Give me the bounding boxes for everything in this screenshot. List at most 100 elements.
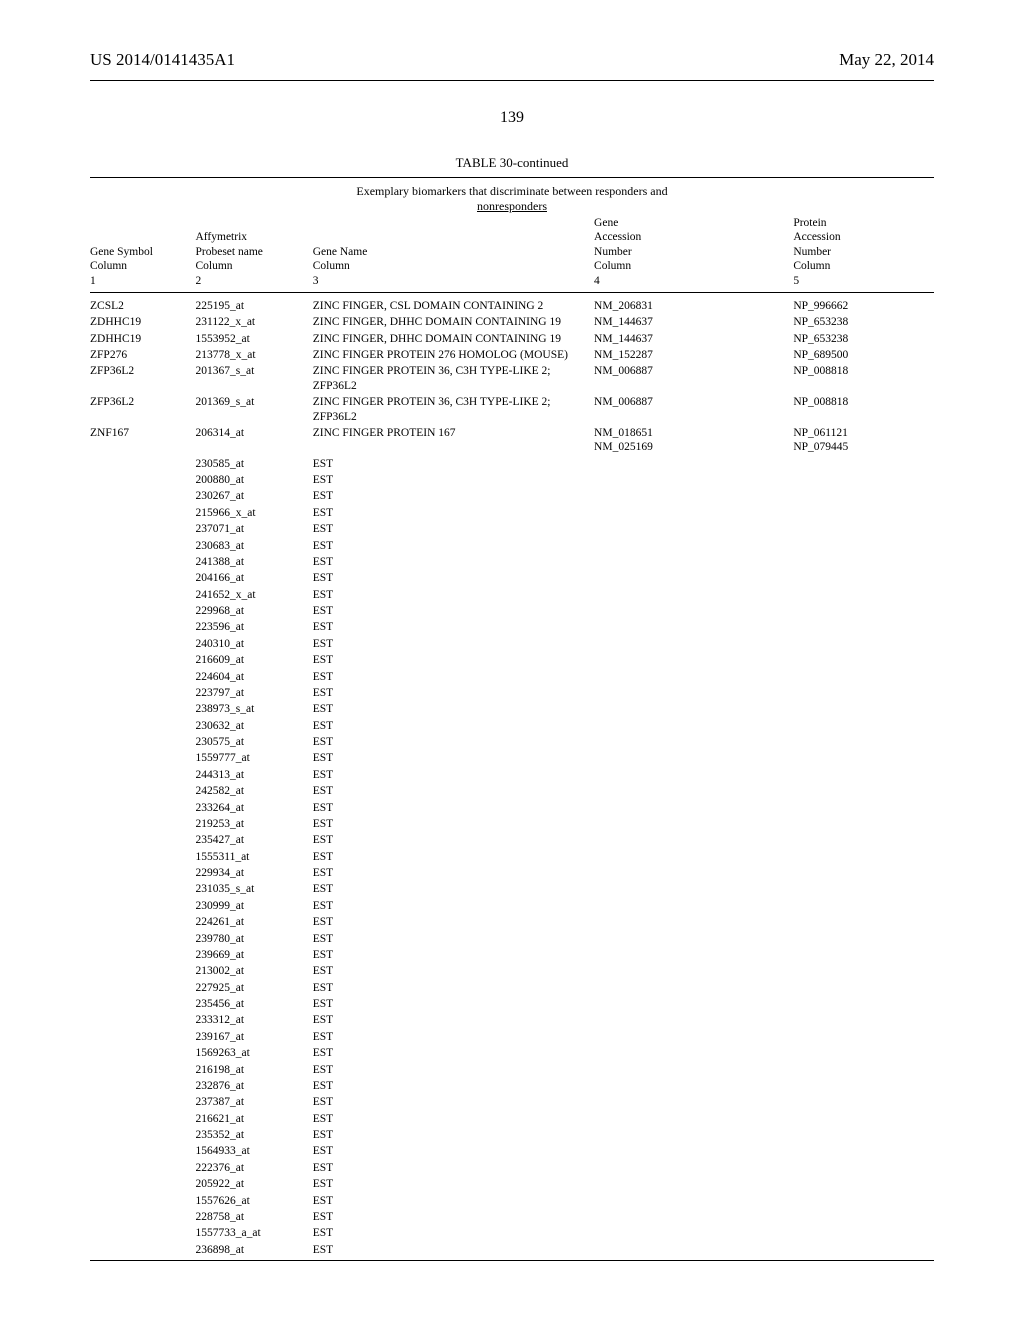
table-row: 223596_atEST	[90, 619, 934, 635]
cell-probeset: 237071_at	[196, 521, 313, 537]
cell-protein-accession	[793, 1225, 934, 1241]
table-row: 229968_atEST	[90, 603, 934, 619]
cell-gene-symbol	[90, 783, 196, 799]
est-body: 230585_atEST200880_atEST230267_atEST2159…	[90, 456, 934, 1258]
cell-probeset: 235352_at	[196, 1127, 313, 1143]
table-row: 239167_atEST	[90, 1029, 934, 1045]
cell-gene-accession	[594, 865, 793, 881]
cell-gene-accession	[594, 1094, 793, 1110]
cell-gene-name: EST	[313, 1160, 594, 1176]
cell-gene-name: EST	[313, 881, 594, 897]
table-row: 235427_atEST	[90, 832, 934, 848]
cell-protein-accession: NP_653238	[793, 314, 934, 330]
cell-protein-accession	[793, 750, 934, 766]
cell-protein-accession	[793, 800, 934, 816]
table-head: Gene Symbol Column 1 Affymetrix Probeset…	[90, 214, 934, 292]
cell-gene-symbol	[90, 767, 196, 783]
cell-gene-accession	[594, 505, 793, 521]
cell-gene-accession	[594, 980, 793, 996]
cell-gene-accession	[594, 947, 793, 963]
table-row: 222376_atEST	[90, 1160, 934, 1176]
cell-probeset: 206314_at	[196, 425, 313, 456]
cell-gene-accession: NM_206831	[594, 292, 793, 314]
cell-gene-name: EST	[313, 1242, 594, 1258]
cell-probeset: 216609_at	[196, 652, 313, 668]
table-row: ZCSL2225195_atZINC FINGER, CSL DOMAIN CO…	[90, 292, 934, 314]
cell-gene-name: EST	[313, 505, 594, 521]
cell-protein-accession	[793, 1078, 934, 1094]
cell-protein-accession	[793, 996, 934, 1012]
cell-gene-symbol: ZFP36L2	[90, 363, 196, 394]
cell-probeset: 223596_at	[196, 619, 313, 635]
cell-gene-symbol	[90, 1111, 196, 1127]
cell-gene-name: EST	[313, 1225, 594, 1241]
cell-gene-accession	[594, 1078, 793, 1094]
cell-gene-accession	[594, 898, 793, 914]
table-row: 227925_atEST	[90, 980, 934, 996]
table-row: 238973_s_atEST	[90, 701, 934, 717]
cell-protein-accession	[793, 865, 934, 881]
cell-gene-symbol: ZDHHC19	[90, 314, 196, 330]
cell-gene-name: EST	[313, 980, 594, 996]
cell-probeset: 237387_at	[196, 1094, 313, 1110]
table-row: 236898_atEST	[90, 1242, 934, 1258]
cell-gene-name: ZINC FINGER, DHHC DOMAIN CONTAINING 19	[313, 314, 594, 330]
cell-probeset: 228758_at	[196, 1209, 313, 1225]
cell-probeset: 1559777_at	[196, 750, 313, 766]
cell-protein-accession	[793, 914, 934, 930]
cell-gene-name: ZINC FINGER PROTEIN 276 HOMOLOG (MOUSE)	[313, 347, 594, 363]
cell-probeset: 230575_at	[196, 734, 313, 750]
cell-gene-accession	[594, 767, 793, 783]
cell-protein-accession: NP_996662	[793, 292, 934, 314]
table-row: 235352_atEST	[90, 1127, 934, 1143]
cell-gene-name: EST	[313, 1094, 594, 1110]
cell-gene-name: EST	[313, 538, 594, 554]
cell-gene-name: EST	[313, 472, 594, 488]
cell-gene-name: EST	[313, 1111, 594, 1127]
table-row: 215966_x_atEST	[90, 505, 934, 521]
table-row: ZNF167206314_atZINC FINGER PROTEIN 167NM…	[90, 425, 934, 456]
cell-gene-symbol	[90, 554, 196, 570]
biomarker-table: Gene Symbol Column 1 Affymetrix Probeset…	[90, 214, 934, 1261]
cell-gene-accession	[594, 685, 793, 701]
cell-gene-symbol	[90, 669, 196, 685]
cell-probeset: 225195_at	[196, 292, 313, 314]
cell-protein-accession	[793, 783, 934, 799]
table-row: 230585_atEST	[90, 456, 934, 472]
cell-gene-accession	[594, 1176, 793, 1192]
cell-gene-accession	[594, 701, 793, 717]
col-header-3: Gene Name Column 3	[313, 214, 594, 292]
cell-probeset: 204166_at	[196, 570, 313, 586]
cell-probeset: 235427_at	[196, 832, 313, 848]
cell-protein-accession	[793, 947, 934, 963]
cell-probeset: 239780_at	[196, 931, 313, 947]
table-row: 1559777_atEST	[90, 750, 934, 766]
cell-protein-accession	[793, 1143, 934, 1159]
cell-gene-symbol	[90, 685, 196, 701]
cell-gene-accession	[594, 1209, 793, 1225]
cell-protein-accession	[793, 587, 934, 603]
table-row: 224604_atEST	[90, 669, 934, 685]
cell-probeset: 242582_at	[196, 783, 313, 799]
cell-protein-accession	[793, 931, 934, 947]
cell-gene-name: EST	[313, 1062, 594, 1078]
cell-gene-accession: NM_144637	[594, 314, 793, 330]
cell-gene-name: EST	[313, 734, 594, 750]
cell-gene-symbol	[90, 1176, 196, 1192]
cell-gene-name: EST	[313, 456, 594, 472]
cell-gene-name: EST	[313, 963, 594, 979]
cell-protein-accession	[793, 472, 934, 488]
cell-gene-name: EST	[313, 1029, 594, 1045]
cell-gene-symbol: ZCSL2	[90, 292, 196, 314]
table-row: ZDHHC19231122_x_atZINC FINGER, DHHC DOMA…	[90, 314, 934, 330]
cell-protein-accession: NP_061121NP_079445	[793, 425, 934, 456]
cell-gene-symbol	[90, 701, 196, 717]
cell-protein-accession: NP_008818	[793, 363, 934, 394]
cell-gene-symbol	[90, 570, 196, 586]
table-row: 205922_atEST	[90, 1176, 934, 1192]
cell-gene-accession	[594, 554, 793, 570]
cell-gene-accession	[594, 472, 793, 488]
cell-gene-name: EST	[313, 685, 594, 701]
cell-protein-accession	[793, 1176, 934, 1192]
table-row: 230683_atEST	[90, 538, 934, 554]
